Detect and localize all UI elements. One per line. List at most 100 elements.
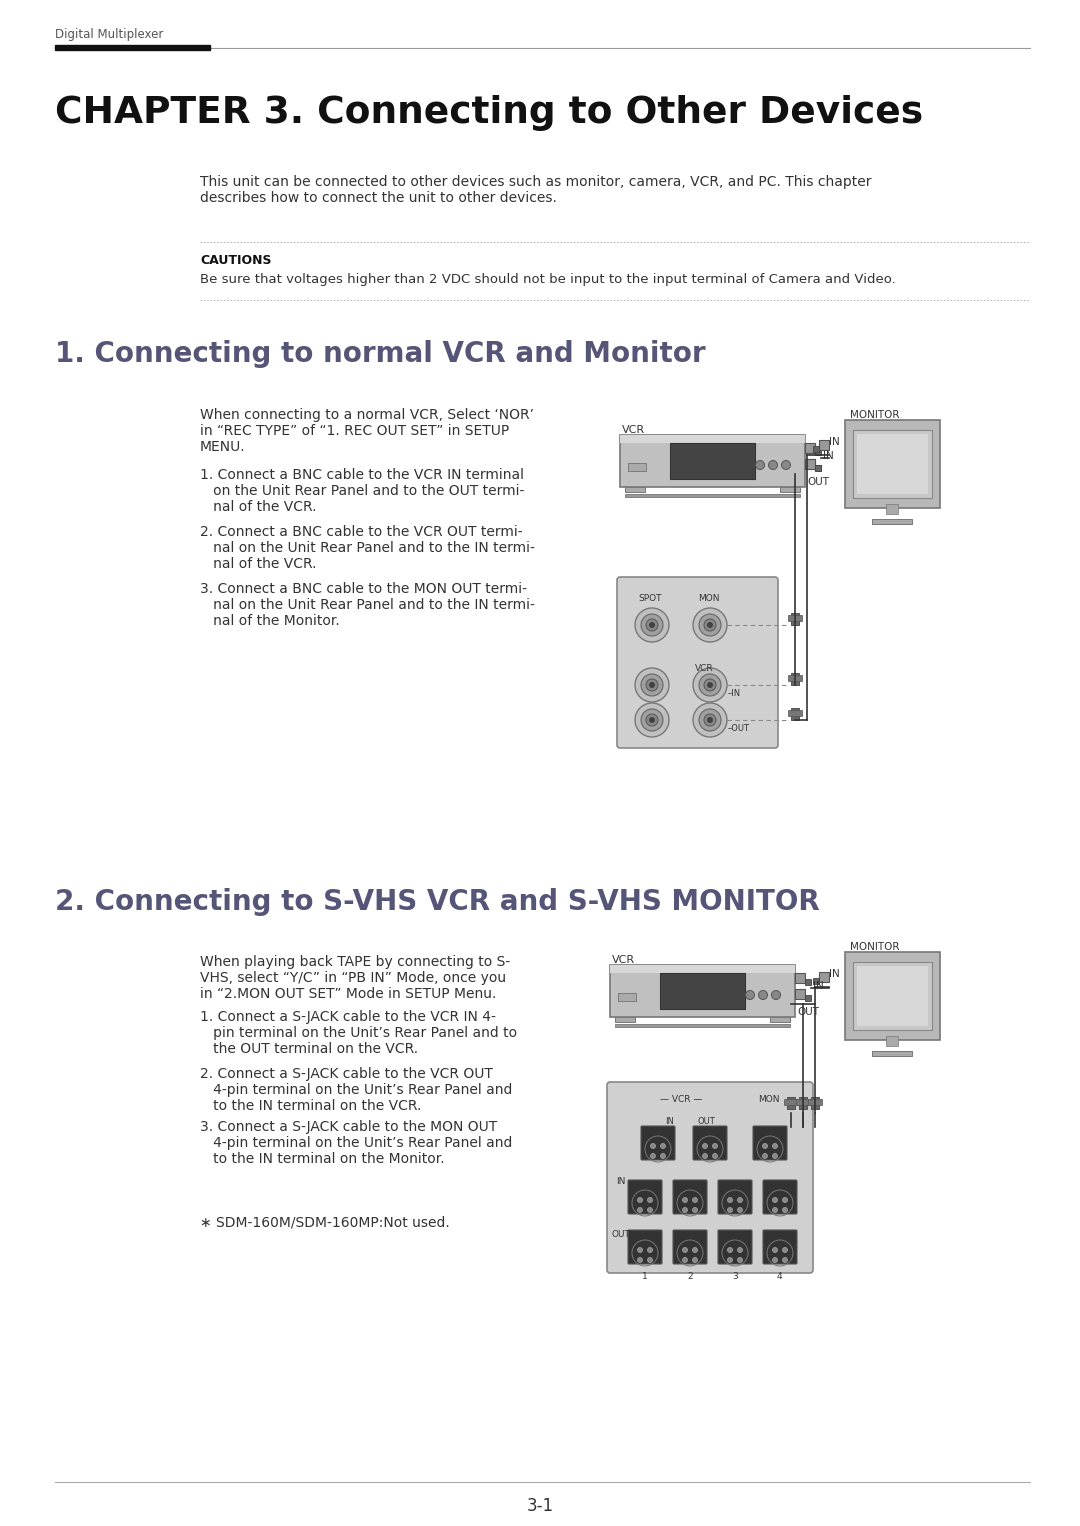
Circle shape [642, 710, 663, 731]
Circle shape [762, 1143, 768, 1149]
Circle shape [738, 1207, 743, 1213]
Circle shape [683, 1198, 688, 1202]
Text: IN: IN [813, 981, 824, 990]
Circle shape [772, 1247, 778, 1253]
Circle shape [783, 1257, 787, 1262]
Text: 1. Connect a S-JACK cable to the VCR IN 4-
   pin terminal on the Unit’s Rear Pa: 1. Connect a S-JACK cable to the VCR IN … [200, 1010, 517, 1056]
FancyBboxPatch shape [627, 1180, 662, 1215]
Bar [660, 974, 745, 1009]
Circle shape [642, 613, 663, 636]
Circle shape [648, 1198, 652, 1202]
Circle shape [693, 703, 727, 737]
Circle shape [693, 607, 727, 642]
Text: When playing back TAPE by connecting to S-
VHS, select “Y/C” in “PB IN” Mode, on: When playing back TAPE by connecting to … [200, 955, 510, 1001]
Circle shape [738, 1198, 743, 1202]
Bar [858, 433, 928, 494]
Circle shape [728, 1207, 732, 1213]
Circle shape [642, 674, 663, 696]
Text: Be sure that voltages higher than 2 VDC should not be input to the input termina: Be sure that voltages higher than 2 VDC … [200, 273, 895, 285]
Circle shape [699, 613, 721, 636]
Circle shape [699, 674, 721, 696]
FancyBboxPatch shape [718, 1180, 752, 1215]
FancyBboxPatch shape [673, 1180, 707, 1215]
FancyBboxPatch shape [607, 1082, 813, 1273]
Circle shape [758, 990, 768, 1000]
Bar [615, 1024, 789, 1027]
Bar [813, 446, 819, 452]
Text: ∗ SDM-160M/SDM-160MP:Not used.: ∗ SDM-160M/SDM-160MP:Not used. [200, 1215, 449, 1228]
Text: 3. Connect a S-JACK cable to the MON OUT
   4-pin terminal on the Unit’s Rear Pa: 3. Connect a S-JACK cable to the MON OUT… [200, 1120, 512, 1166]
Text: OUT: OUT [797, 1007, 819, 1016]
FancyBboxPatch shape [642, 1126, 675, 1160]
Bar [788, 674, 802, 681]
Text: MON: MON [758, 1096, 780, 1103]
Bar [615, 1016, 635, 1022]
Bar [853, 430, 932, 497]
Bar [858, 966, 928, 1025]
Text: 4: 4 [777, 1273, 783, 1280]
Text: 1. Connecting to normal VCR and Monitor: 1. Connecting to normal VCR and Monitor [55, 340, 705, 368]
Circle shape [704, 679, 716, 691]
Circle shape [646, 679, 658, 691]
Circle shape [713, 1143, 717, 1149]
Circle shape [707, 717, 713, 722]
Text: IN: IN [829, 969, 840, 980]
Text: OUT: OUT [698, 1117, 716, 1126]
FancyBboxPatch shape [762, 1180, 797, 1215]
FancyBboxPatch shape [610, 964, 795, 1016]
Circle shape [646, 620, 658, 630]
Bar [886, 1036, 897, 1045]
Circle shape [661, 1143, 665, 1149]
Bar [620, 435, 805, 443]
Text: –OUT: –OUT [728, 723, 750, 732]
FancyBboxPatch shape [753, 1126, 787, 1160]
Circle shape [692, 1257, 698, 1262]
Bar [799, 1097, 807, 1109]
Text: CAUTIONS: CAUTIONS [200, 253, 271, 267]
Circle shape [782, 461, 791, 470]
Text: 3. Connect a BNC cable to the MON OUT termi-
   nal on the Unit Rear Panel and t: 3. Connect a BNC cable to the MON OUT te… [200, 581, 535, 629]
Text: 3: 3 [732, 1273, 738, 1280]
Circle shape [650, 1143, 656, 1149]
Circle shape [699, 710, 721, 731]
Bar [610, 964, 795, 974]
Text: SPOT: SPOT [638, 594, 661, 603]
Bar [819, 439, 829, 450]
Text: MON: MON [698, 594, 719, 603]
Bar [872, 519, 912, 523]
Circle shape [704, 620, 716, 630]
Text: 2. Connecting to S-VHS VCR and S-VHS MONITOR: 2. Connecting to S-VHS VCR and S-VHS MON… [55, 888, 820, 916]
Bar [791, 708, 799, 720]
Circle shape [692, 1247, 698, 1253]
Circle shape [650, 1154, 656, 1158]
Bar [787, 1097, 795, 1109]
Circle shape [738, 1257, 743, 1262]
Circle shape [771, 990, 781, 1000]
Text: IN: IN [665, 1117, 674, 1126]
FancyBboxPatch shape [673, 1230, 707, 1264]
Circle shape [661, 1154, 665, 1158]
Bar [788, 710, 802, 716]
Bar [791, 613, 799, 626]
Circle shape [783, 1198, 787, 1202]
Bar [872, 1051, 912, 1056]
Bar [795, 974, 805, 983]
Text: VCR: VCR [696, 664, 714, 673]
Circle shape [648, 1247, 652, 1253]
Text: MONITOR: MONITOR [850, 410, 900, 420]
Text: This unit can be connected to other devices such as monitor, camera, VCR, and PC: This unit can be connected to other devi… [200, 175, 872, 204]
Circle shape [635, 668, 669, 702]
Circle shape [762, 1154, 768, 1158]
Text: 2. Connect a S-JACK cable to the VCR OUT
   4-pin terminal on the Unit’s Rear Pa: 2. Connect a S-JACK cable to the VCR OUT… [200, 1067, 512, 1114]
Circle shape [683, 1257, 688, 1262]
Text: 2: 2 [687, 1273, 692, 1280]
Circle shape [637, 1207, 643, 1213]
Circle shape [756, 461, 765, 470]
Circle shape [648, 1207, 652, 1213]
Bar [811, 1097, 819, 1109]
Circle shape [683, 1247, 688, 1253]
Bar [55, 44, 210, 50]
Circle shape [728, 1198, 732, 1202]
Circle shape [649, 717, 654, 722]
Circle shape [637, 1198, 643, 1202]
